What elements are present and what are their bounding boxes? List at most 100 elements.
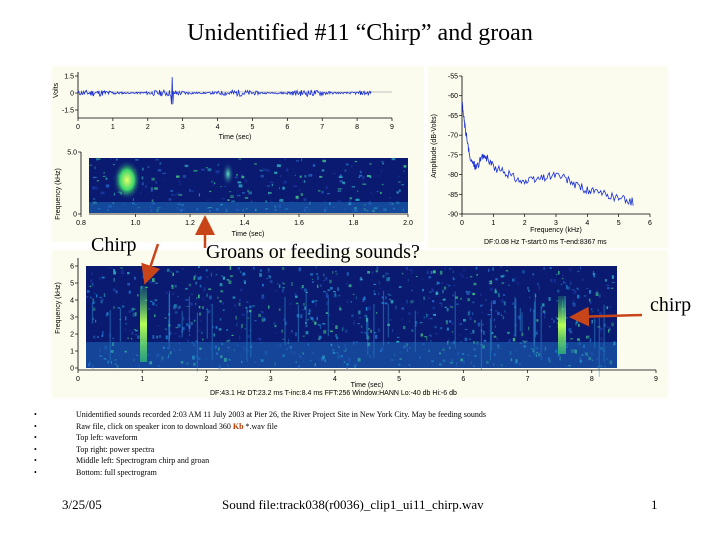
- note-item: Middle left: Spectrogram chirp and groan: [28, 455, 486, 467]
- chirp-streak-2: [558, 296, 566, 354]
- full-spectrogram-y-tick-label: 1: [70, 349, 74, 356]
- power-spectrum-y-tick-label: -75: [448, 152, 458, 159]
- waveform-panel: Volts 1.5 0 -1.5 0 1 2 3 4 5 6 7 8 9 Time (sec): [52, 66, 424, 144]
- chirp-right-arrow: [569, 306, 643, 327]
- spectrogram-detail-chart: Frequency (kHz) 5.0 0 0.8 1.0 1.2 1.4 1.6 1.8 2…: [55, 150, 413, 239]
- secondary-energy-blob: [222, 162, 234, 186]
- full-spectrogram-x-tick-label: 3: [269, 376, 273, 383]
- power-spectrum-info: DF:0.08 Hz T-start:0 ms T-end:8367 ms: [484, 239, 607, 246]
- waveform-x-tick-label: 1: [111, 124, 115, 131]
- chirp-streak-1: [140, 286, 147, 362]
- power-spectrum-x-tick-label: 5: [617, 220, 621, 227]
- full-spectrogram-x-tick-label: 0: [76, 376, 80, 383]
- spectrogram-detail-x-tick-label: 2.0: [403, 220, 413, 227]
- waveform-x-tick-label: 4: [216, 124, 220, 131]
- waveform-x-tick-label: 2: [146, 124, 150, 131]
- power-spectrum-y-tick-label: -60: [448, 93, 458, 100]
- spectrogram-detail-y-tick-label: 5.0: [67, 150, 77, 157]
- waveform-x-tick-label: 7: [320, 124, 324, 131]
- power-spectrum-x-tick-label: 3: [554, 220, 558, 227]
- note-item: Top left: waveform: [28, 432, 486, 444]
- waveform-x-tick-label: 0: [76, 124, 80, 131]
- spectrogram-detail-x-tick-label: 1.6: [294, 220, 304, 227]
- waveform-y-tick-label: 1.5: [64, 74, 74, 81]
- spectrogram-detail-x-tick-label: 1.0: [131, 220, 141, 227]
- full-spectrogram-y-tick-label: 6: [70, 264, 74, 271]
- full-spectrogram-y-tick-label: 5: [70, 281, 74, 288]
- full-spectrogram-xlabel: Time (sec): [351, 382, 384, 389]
- footer-date: 3/25/05: [62, 497, 102, 512]
- waveform-x-tick-label: 5: [250, 124, 254, 131]
- footer-sound-file: Sound file:track038(r0036)_clip1_ui11_ch…: [222, 497, 484, 512]
- spectrogram-detail-x-tick-label: 1.8: [349, 220, 359, 227]
- spectrogram-detail-ylabel: Frequency (kHz): [55, 168, 62, 220]
- full-spectrogram-x-tick-label: 6: [461, 376, 465, 383]
- waveform-ylabel: Volts: [53, 82, 60, 98]
- power-spectrum-x-tick-label: 0: [460, 220, 464, 227]
- power-spectrum-x-tick-label: 1: [491, 220, 495, 227]
- power-spectrum-chart: Amplitude (dB-Volts) -55 -60 -65 -70 -75 -80 -…: [431, 74, 652, 247]
- notes-list: Unidentified sounds recorded 2:03 AM 11 …: [28, 409, 486, 479]
- spectrogram-detail-x-tick-label: 0.8: [76, 220, 86, 227]
- waveform-x-tick-label: 8: [355, 124, 359, 131]
- full-spectrogram-x-tick-label: 8: [590, 376, 594, 383]
- power-spectrum-trace: [461, 101, 634, 206]
- note-item: Top right: power spectra: [28, 444, 486, 456]
- power-spectrum-y-tick-label: -65: [448, 113, 458, 120]
- power-spectrum-ylabel: Amplitude (dB-Volts): [431, 114, 438, 178]
- waveform-y-tick-label: 0: [70, 91, 74, 98]
- groans-label: Groans or feeding sounds?: [206, 241, 420, 263]
- full-spectrogram-x-tick-label: 2: [204, 376, 208, 383]
- power-spectrum-y-tick-label: -70: [448, 133, 458, 140]
- waveform-chart: Volts 1.5 0 -1.5 0 1 2 3 4 5 6 7 8 9 Time (sec): [53, 72, 394, 141]
- full-spectrogram-y-tick-label: 2: [70, 332, 74, 339]
- spectrogram-detail-x-tick-label: 1.2: [185, 220, 195, 227]
- waveform-xlabel: Time (sec): [219, 134, 252, 141]
- full-spectrogram-low-band: [86, 342, 617, 368]
- power-spectrum-x-tick-label: 2: [523, 220, 527, 227]
- spectrogram-detail-panel: Frequency (kHz) 5.0 0 0.8 1.0 1.2 1.4 1.6 1.8 2…: [52, 144, 424, 242]
- full-spectrogram-y-tick-label: 0: [70, 366, 74, 373]
- full-spectrogram-y-tick-label: 3: [70, 315, 74, 322]
- raw-file-text-after: *.wav file: [243, 421, 278, 431]
- waveform-x-tick-label: 6: [285, 124, 289, 131]
- slide-title: Unidentified #11 “Chirp” and groan: [187, 20, 533, 46]
- raw-file-text-before: Raw file, click on speaker icon to downl…: [76, 421, 233, 431]
- full-spectrogram-x-tick-label: 1: [140, 376, 144, 383]
- power-spectrum-y-tick-label: -80: [448, 172, 458, 179]
- waveform-y-tick-label: -1.5: [62, 108, 74, 115]
- waveform-x-tick-label: 3: [181, 124, 185, 131]
- spectrogram-detail-xlabel: Time (sec): [232, 231, 265, 238]
- power-spectrum-y-tick-label: -55: [448, 74, 458, 81]
- power-spectrum-x-tick-label: 4: [585, 220, 589, 227]
- note-item-raw-file[interactable]: Raw file, click on speaker icon to downl…: [28, 421, 486, 433]
- note-item: Unidentified sounds recorded 2:03 AM 11 …: [28, 409, 486, 421]
- full-spectrogram-ylabel: Frequency (kHz): [55, 282, 62, 334]
- chirp-left-arrow: [141, 243, 161, 285]
- waveform-x-tick-label: 9: [390, 124, 394, 131]
- full-spectrogram-chart: Frequency (kHz) 6 5 4 3 2 1 0 0 1 2 3 4 5 6 7 8 9 Time …: [55, 258, 658, 397]
- chirp-left-label: Chirp: [91, 234, 137, 256]
- waveform-trace: [77, 77, 372, 105]
- full-spectrogram-info: DF:43.1 Hz DT:23.2 ms T-inc:8.4 ms FFT:2…: [210, 390, 457, 397]
- power-spectrum-panel: Amplitude (dB-Volts) -55 -60 -65 -70 -75 -80 -…: [428, 66, 668, 248]
- full-spectrogram-x-tick-label: 4: [333, 376, 337, 383]
- spectrogram-detail-y-tick-label: 0: [73, 212, 77, 219]
- note-item: Bottom: full spectrogram: [28, 467, 486, 479]
- full-spectrogram-x-tick-label: 7: [526, 376, 530, 383]
- chirp-energy-blob: [113, 160, 141, 200]
- chirp-right-label: chirp: [650, 294, 692, 316]
- power-spectrum-y-tick-label: -85: [448, 192, 458, 199]
- kb-unit: Kb: [232, 421, 244, 431]
- power-spectrum-x-tick-label: 6: [648, 220, 652, 227]
- full-spectrogram-x-tick-label: 9: [654, 376, 658, 383]
- groan-low-band: [89, 202, 408, 213]
- power-spectrum-xlabel: Frequency (kHz): [530, 227, 582, 234]
- full-spectrogram-panel: Frequency (kHz) 6 5 4 3 2 1 0 0 1 2 3 4 5 6 7 8 9 Time …: [52, 250, 668, 398]
- footer-page-number: 1: [651, 497, 658, 512]
- power-spectrum-y-tick-label: -90: [448, 212, 458, 219]
- full-spectrogram-x-tick-label: 5: [397, 376, 401, 383]
- full-spectrogram-y-tick-label: 4: [70, 298, 74, 305]
- spectrogram-detail-x-tick-label: 1.4: [240, 220, 250, 227]
